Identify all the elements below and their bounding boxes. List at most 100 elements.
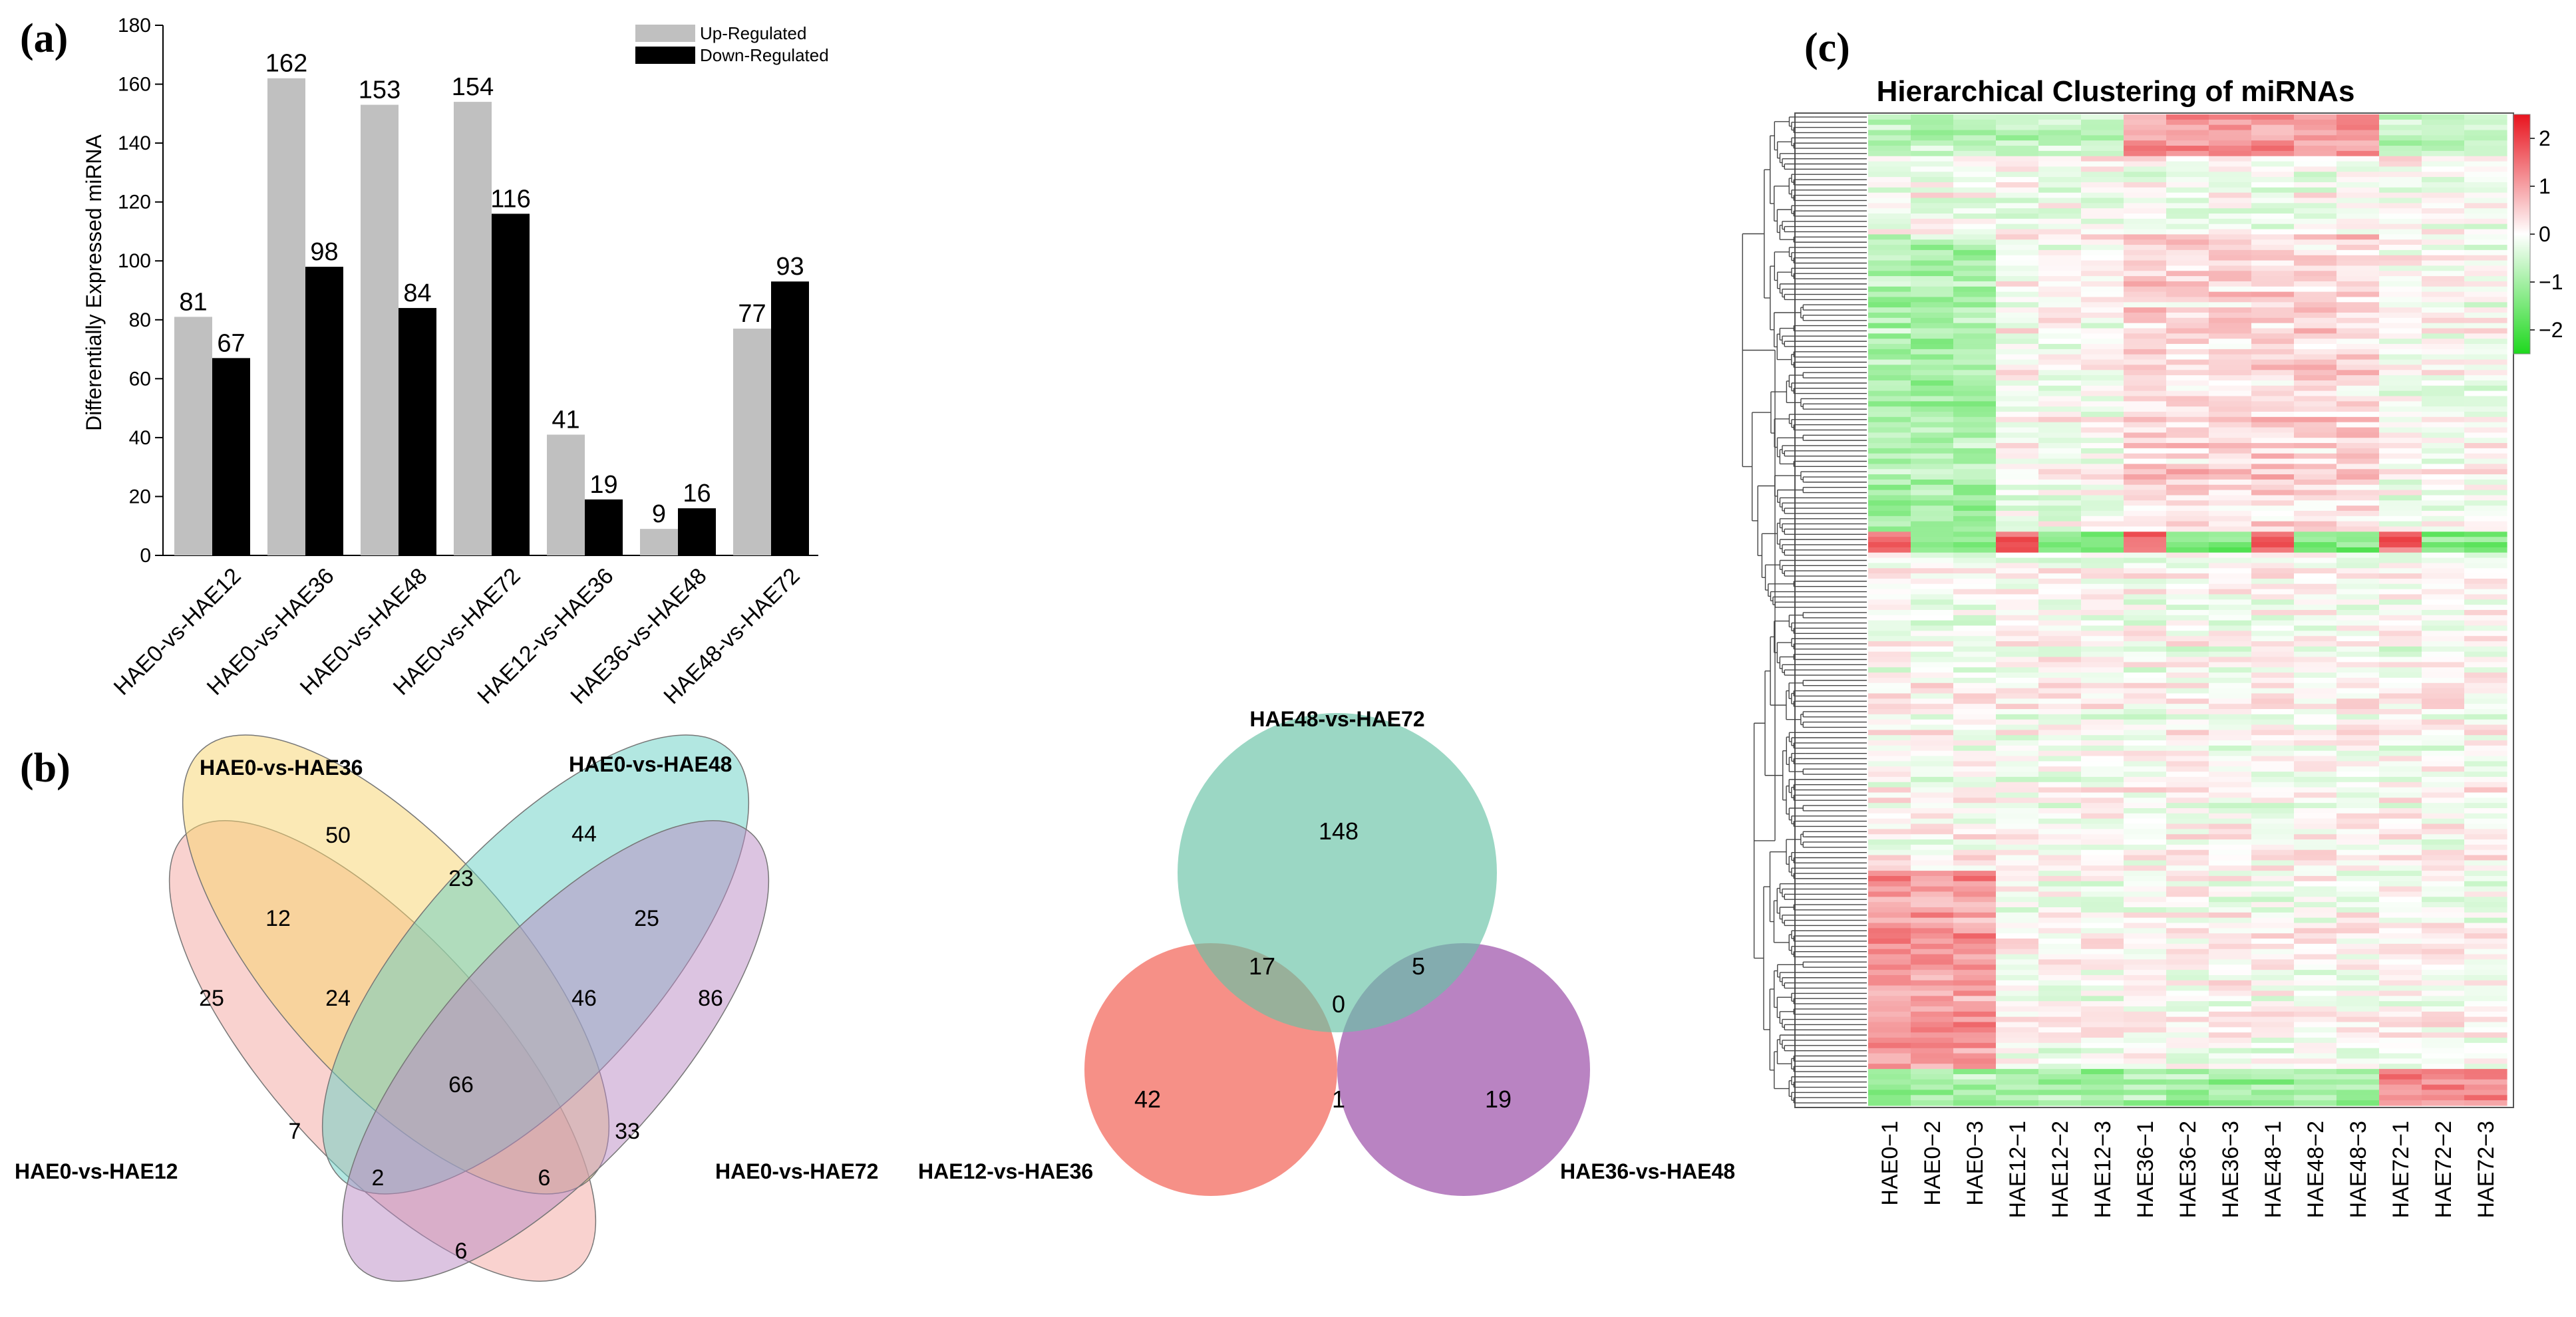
heatmap-cell [2294,146,2337,152]
heatmap-cell [2124,928,2167,934]
heatmap-cell [1953,677,1997,684]
heatmap-cell [1868,891,1911,897]
heatmap-cell [2166,313,2209,319]
heatmap-cell [1953,563,1997,569]
heatmap-cell [2166,740,2209,746]
heatmap-cell [2422,396,2465,402]
heatmap-cell [2251,161,2295,168]
heatmap-cell [1868,568,1911,574]
heatmap-cell [2464,281,2507,287]
heatmap-cell [2251,813,2295,819]
heatmap-cell [1911,928,1954,934]
heatmap-cell [2081,693,2124,699]
heatmap-cell [2422,745,2465,752]
heatmap-cell [2464,1032,2507,1038]
heatmap-cell [1868,1058,1911,1064]
heatmap-cell [2038,365,2082,370]
heatmap-cell [2251,730,2295,736]
heatmap-cell [2422,119,2465,126]
heatmap-cell [2038,542,2082,548]
heatmap-cell [2081,641,2124,647]
heatmap-cell [2422,980,2465,986]
heatmap-cell [2166,500,2209,506]
heatmap-cell [2379,198,2422,204]
heatmap-cell [2294,135,2337,141]
heatmap-cell [1953,954,1997,960]
heatmap-cell [2124,761,2167,767]
heatmap-cell [2251,552,2295,559]
heatmap-cell [2166,594,2209,600]
heatmap-cell [2379,156,2422,162]
heatmap-cell [1953,605,1997,611]
heatmap-cell [2081,135,2124,141]
heatmap-column-label: HAE0−1 [1877,1121,1903,1206]
heatmap-cell [2336,709,2380,715]
heatmap-cell [1911,860,1954,866]
heatmap-cell [2209,933,2252,939]
heatmap-cell [2336,568,2380,574]
heatmap-cell [2209,234,2252,240]
heatmap-cell [2038,943,2082,950]
heatmap-cell [1911,495,1954,501]
y-tick-label: 80 [129,309,151,331]
venn3-region-value: 17 [1249,952,1275,980]
heatmap-cell [2379,714,2422,720]
heatmap-cell [2336,740,2380,746]
heatmap-cell [1953,506,1997,512]
heatmap-cell [2251,276,2295,282]
heatmap-cell [2464,552,2507,559]
heatmap-cell [2209,223,2252,230]
heatmap-cell [2294,1084,2337,1091]
heatmap-cell [2294,980,2337,986]
heatmap-cell [1911,396,1954,402]
heatmap-cell [2251,834,2295,840]
heatmap-cell [2124,552,2167,559]
heatmap-cell [2464,849,2507,856]
heatmap-cell [2464,317,2507,324]
heatmap-cell [2124,1090,2167,1096]
heatmap-cell [2294,672,2337,678]
heatmap-cell [2294,307,2337,313]
bar-value-label: 9 [652,500,666,528]
heatmap-cell [2166,928,2209,934]
heatmap-cell [1868,249,1911,256]
heatmap-cell [1911,474,1954,480]
heatmap-cell [2294,339,2337,345]
heatmap-column-label: HAE12−3 [2090,1121,2116,1219]
heatmap-cell [1868,698,1911,704]
heatmap-cell [2379,672,2422,678]
heatmap-cell [2336,479,2380,486]
heatmap-cell [2464,396,2507,402]
heatmap-cell [2464,902,2507,908]
heatmap-cell [1996,740,2039,746]
heatmap-cell [2124,229,2167,235]
heatmap-cell [1911,1048,1954,1054]
heatmap-cell [2464,291,2507,298]
heatmap-cell [1953,589,1997,595]
heatmap-cell [2081,547,2124,553]
heatmap-cell [2081,912,2124,919]
heatmap-cell [1868,578,1911,585]
heatmap-cell [2422,798,2465,804]
heatmap-cell [1911,547,1954,553]
heatmap-cell [2422,542,2465,548]
heatmap-cell [1868,714,1911,720]
heatmap-cell [1953,996,1997,1002]
heatmap-cell [1996,1079,2039,1086]
bar-value-label: 16 [683,480,711,508]
heatmap-cell [1953,432,1997,438]
heatmap-cell [1868,422,1911,428]
heatmap-cell [2336,599,2380,605]
heatmap-cell [2166,349,2209,355]
venn3-region-value: 0 [1332,990,1345,1018]
heatmap-cell [1953,416,1997,423]
heatmap-cell [2038,506,2082,512]
heatmap-cell [2336,682,2380,689]
heatmap-cell [2464,875,2507,882]
heatmap-cell [2209,1001,2252,1007]
heatmap-cell [2081,198,2124,204]
heatmap-cell [2038,323,2082,329]
heatmap-cell [2209,448,2252,454]
heatmap-cell [2209,970,2252,976]
heatmap-cell [2251,390,2295,397]
